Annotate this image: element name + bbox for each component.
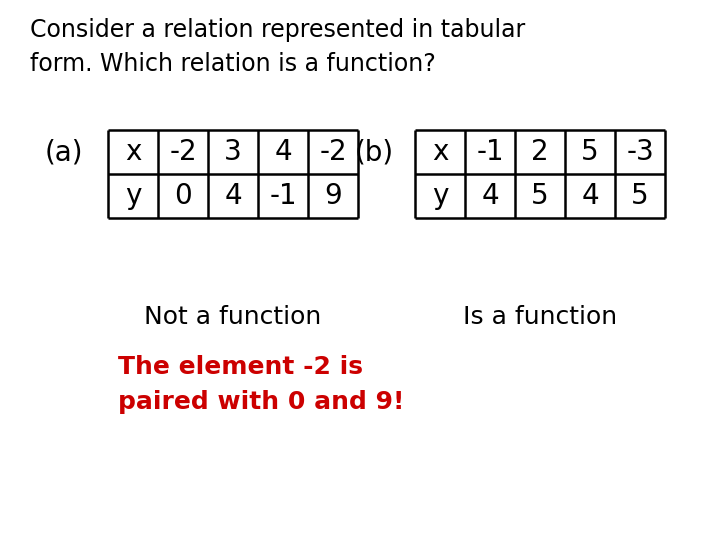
Text: 5: 5 [631, 182, 649, 210]
Text: (b): (b) [355, 138, 394, 166]
Text: Consider a relation represented in tabular: Consider a relation represented in tabul… [30, 18, 526, 42]
Text: 9: 9 [324, 182, 342, 210]
Text: y: y [432, 182, 448, 210]
Text: y: y [125, 182, 141, 210]
Text: Not a function: Not a function [145, 305, 322, 329]
Text: 5: 5 [581, 138, 599, 166]
Text: Is a function: Is a function [463, 305, 617, 329]
Text: 5: 5 [531, 182, 549, 210]
Text: x: x [125, 138, 141, 166]
Text: The element -2 is: The element -2 is [118, 355, 363, 379]
Text: 4: 4 [224, 182, 242, 210]
Text: -1: -1 [476, 138, 504, 166]
Text: -1: -1 [269, 182, 297, 210]
Text: -2: -2 [169, 138, 197, 166]
Text: -3: -3 [626, 138, 654, 166]
Bar [415, 130, 665, 218]
Text: 2: 2 [531, 138, 549, 166]
Text: 4: 4 [481, 182, 499, 210]
Text: -2: -2 [319, 138, 347, 166]
Text: (a): (a) [45, 138, 84, 166]
Text: form. Which relation is a function?: form. Which relation is a function? [30, 52, 436, 76]
Text: 4: 4 [581, 182, 599, 210]
Text: paired with 0 and 9!: paired with 0 and 9! [118, 390, 405, 414]
Text: 0: 0 [174, 182, 192, 210]
Text: 3: 3 [224, 138, 242, 166]
Text: x: x [432, 138, 448, 166]
Bar [108, 130, 358, 218]
Text: 4: 4 [274, 138, 292, 166]
